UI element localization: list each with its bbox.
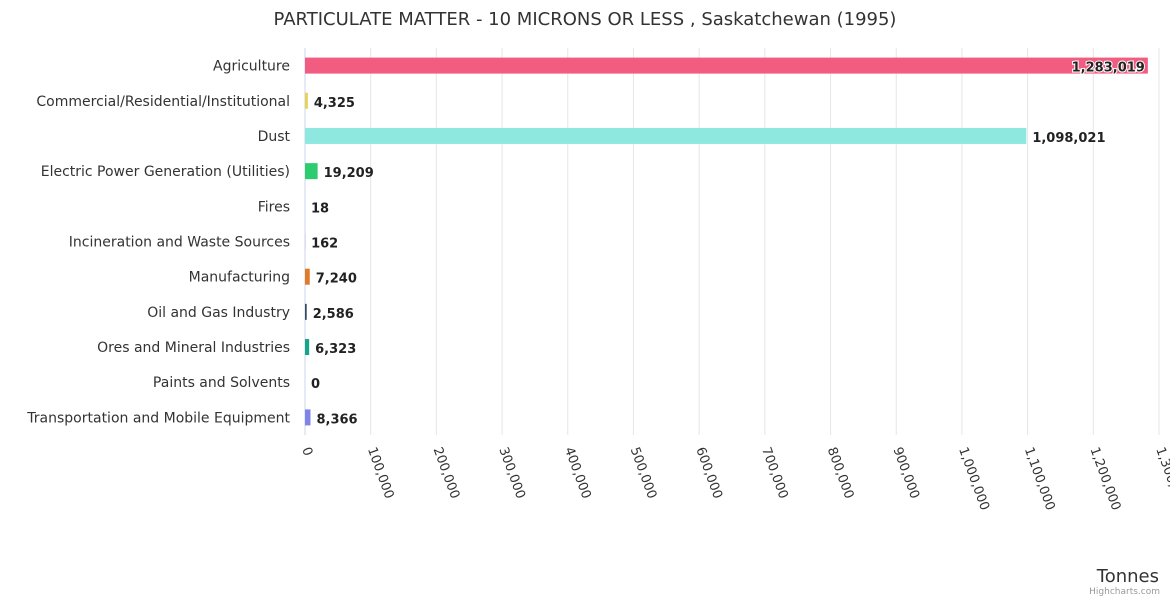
bar[interactable] xyxy=(305,339,310,356)
bar[interactable] xyxy=(305,127,1027,144)
x-tick-label: 100,000 xyxy=(364,445,396,501)
x-tick-label: 0 xyxy=(298,445,315,458)
credits-link[interactable]: Highcharts.com xyxy=(1089,587,1160,597)
data-label: 1,098,021 xyxy=(1032,131,1105,146)
x-tick-label: 1,000,000 xyxy=(955,445,992,512)
x-tick-label: 200,000 xyxy=(430,445,462,501)
x-tick-label: 700,000 xyxy=(758,445,790,501)
bars xyxy=(305,57,1148,426)
x-tick-label: 800,000 xyxy=(824,445,856,501)
x-tick-label: 1,100,000 xyxy=(1021,445,1058,512)
data-label: 0 xyxy=(311,377,320,392)
x-tick-label: 500,000 xyxy=(627,445,659,501)
x-tick-label: 400,000 xyxy=(561,445,593,501)
category-label: Fires xyxy=(258,199,290,215)
category-label: Oil and Gas Industry xyxy=(147,305,290,321)
data-label: 162 xyxy=(311,237,338,252)
data-label: 4,325 xyxy=(314,96,355,111)
category-label: Transportation and Mobile Equipment xyxy=(26,410,290,426)
x-tick-label: 1,200,000 xyxy=(1087,445,1124,512)
data-labels: 1,283,019 4,325 1,098,021 19,209 18 162 7,240 2… xyxy=(311,60,1146,428)
bar[interactable] xyxy=(305,409,311,426)
category-labels: Agriculture Commercial/Residential/Instit… xyxy=(26,59,290,427)
x-tick-label: 1,300,000 xyxy=(1152,445,1170,512)
bar[interactable] xyxy=(305,268,310,285)
data-label: 19,209 xyxy=(324,166,374,181)
category-label: Paints and Solvents xyxy=(153,375,290,391)
bar[interactable] xyxy=(305,92,308,109)
category-label: Incineration and Waste Sources xyxy=(69,235,290,251)
x-tick-label: 300,000 xyxy=(495,445,527,501)
grid-lines xyxy=(304,48,1160,435)
x-tick-label: 900,000 xyxy=(889,445,921,501)
x-axis-title: Tonnes xyxy=(1096,566,1159,587)
category-label: Commercial/Residential/Institutional xyxy=(36,94,290,110)
x-tick-label: 600,000 xyxy=(692,445,724,501)
chart-title: PARTICULATE MATTER - 10 MICRONS OR LESS … xyxy=(274,9,897,30)
category-label: Electric Power Generation (Utilities) xyxy=(41,164,290,180)
category-label: Dust xyxy=(258,129,291,145)
data-label: 7,240 xyxy=(316,272,357,287)
data-label: 1,283,019 xyxy=(1072,61,1145,76)
data-label: 2,586 xyxy=(313,307,354,322)
category-label: Ores and Mineral Industries xyxy=(97,340,290,356)
category-label: Agriculture xyxy=(213,59,290,75)
data-label: 8,366 xyxy=(316,412,357,427)
data-label: 18 xyxy=(311,201,329,216)
bar[interactable] xyxy=(305,303,307,320)
category-label: Manufacturing xyxy=(189,270,290,286)
bar[interactable] xyxy=(305,57,1148,74)
bar[interactable] xyxy=(305,163,318,180)
x-axis-ticks: 0 100,000 200,000 300,000 400,000 500,000 600,… xyxy=(298,445,1170,512)
data-label: 6,323 xyxy=(315,342,356,357)
